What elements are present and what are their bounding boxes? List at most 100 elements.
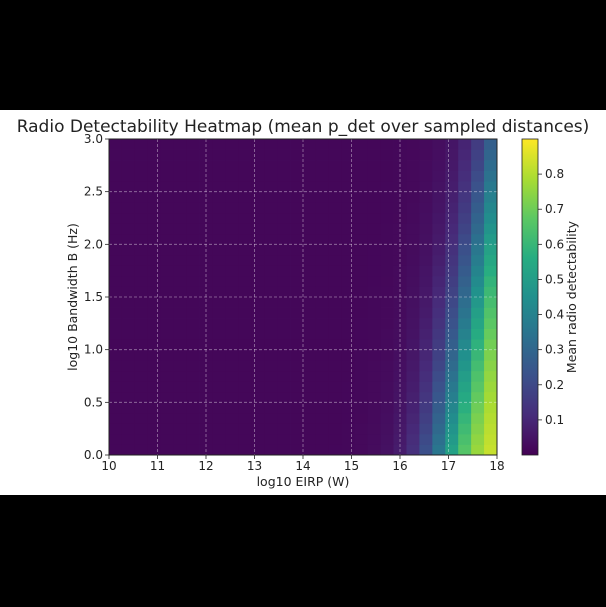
heatmap-cell (238, 297, 252, 308)
heatmap-cell (264, 160, 278, 171)
heatmap-cell (315, 391, 330, 403)
heatmap-cell (225, 391, 239, 403)
heatmap-cell (419, 433, 433, 445)
heatmap-cell (173, 381, 187, 393)
heatmap-cell (445, 254, 459, 266)
heatmap-cell (160, 328, 175, 340)
heatmap-cell (458, 381, 472, 393)
heatmap-cell (212, 212, 226, 224)
heatmap-cell (109, 318, 123, 329)
heatmap-cell (147, 286, 162, 298)
heatmap-cell (264, 254, 278, 266)
heatmap-cell (264, 339, 278, 351)
heatmap-cell (251, 160, 265, 171)
heatmap-cell (354, 275, 369, 287)
heatmap-cell (212, 233, 226, 245)
heatmap-cell (277, 244, 291, 256)
heatmap-cell (315, 149, 330, 161)
heatmap-cell (109, 233, 123, 245)
heatmap-cell (419, 244, 433, 256)
heatmap-cell (212, 286, 226, 298)
heatmap-cell (121, 307, 136, 319)
heatmap-cell (290, 244, 304, 256)
heatmap-cell (290, 170, 304, 182)
x-tick-label: 10 (101, 459, 116, 473)
heatmap-cell (238, 360, 252, 372)
heatmap-cell (393, 391, 407, 403)
heatmap-cell (354, 223, 369, 235)
heatmap-cell (471, 381, 485, 393)
heatmap-cell (367, 297, 381, 308)
heatmap-cell (160, 139, 175, 150)
heatmap-cell (109, 181, 123, 193)
heatmap-cell (251, 349, 265, 361)
heatmap-cell (186, 328, 200, 340)
heatmap-cell (393, 318, 407, 329)
heatmap-cell (406, 423, 420, 435)
heatmap-cell (186, 423, 200, 435)
heatmap-cell (458, 212, 472, 224)
heatmap-cell (406, 244, 420, 256)
heatmap-cell (471, 307, 485, 319)
heatmap-cell (238, 444, 252, 456)
heatmap-cell (484, 328, 498, 340)
heatmap-cell (121, 339, 136, 351)
colorbar-tick-label: 0.4 (545, 308, 564, 322)
heatmap-cell (277, 212, 291, 224)
heatmap-cell (109, 254, 123, 266)
heatmap-cell (341, 391, 356, 403)
heatmap-cell (471, 233, 485, 245)
heatmap-cell (109, 412, 123, 424)
heatmap-cell (432, 233, 446, 245)
heatmap-cell (147, 181, 162, 193)
heatmap-cell (160, 360, 175, 372)
heatmap-cell (264, 402, 278, 414)
x-tick-label: 14 (295, 459, 310, 473)
heatmap-cell (199, 444, 213, 456)
heatmap-cell (393, 233, 407, 245)
heatmap-cell (134, 170, 149, 182)
heatmap-cell (354, 244, 369, 256)
heatmap-cell (432, 297, 446, 308)
heatmap-cell (328, 191, 343, 203)
heatmap-cell (367, 381, 381, 393)
heatmap-cell (380, 223, 394, 235)
heatmap-cell (445, 360, 459, 372)
heatmap-cell (380, 328, 394, 340)
heatmap-cell (199, 233, 213, 245)
heatmap-cell (484, 275, 498, 287)
heatmap-cell (406, 160, 420, 171)
heatmap-cell (341, 412, 356, 424)
heatmap-cell (238, 412, 252, 424)
heatmap-cell (367, 328, 381, 340)
heatmap-cell (264, 444, 278, 456)
heatmap-cell (315, 244, 330, 256)
heatmap-cell (121, 412, 136, 424)
heatmap-cell (367, 307, 381, 319)
heatmap-cell (277, 160, 291, 171)
heatmap-cell (109, 149, 123, 161)
heatmap-chart: Radio Detectability Heatmap (mean p_det … (17, 117, 590, 489)
heatmap-cell (380, 433, 394, 445)
heatmap-cell (173, 191, 187, 203)
heatmap-cell (186, 444, 200, 456)
heatmap-cell (225, 139, 239, 150)
colorbar-tick-label: 0.1 (545, 413, 564, 427)
heatmap-cell (264, 265, 278, 277)
heatmap-cell (354, 349, 369, 361)
heatmap-cell (367, 149, 381, 161)
heatmap-cell (367, 202, 381, 214)
y-tick-label: 0.5 (84, 395, 103, 409)
heatmap-cell (367, 339, 381, 351)
heatmap-cell (264, 181, 278, 193)
heatmap-cell (484, 412, 498, 424)
heatmap-cell (380, 423, 394, 435)
heatmap-cell (315, 202, 330, 214)
heatmap-cell (277, 223, 291, 235)
heatmap-cell (303, 191, 317, 203)
x-axis-ticks: 10 11 12 13 14 15 16 17 18 (101, 455, 505, 473)
heatmap-cell (380, 160, 394, 171)
heatmap-cell (315, 444, 330, 456)
heatmap-cell (328, 149, 343, 161)
heatmap-cell (277, 149, 291, 161)
